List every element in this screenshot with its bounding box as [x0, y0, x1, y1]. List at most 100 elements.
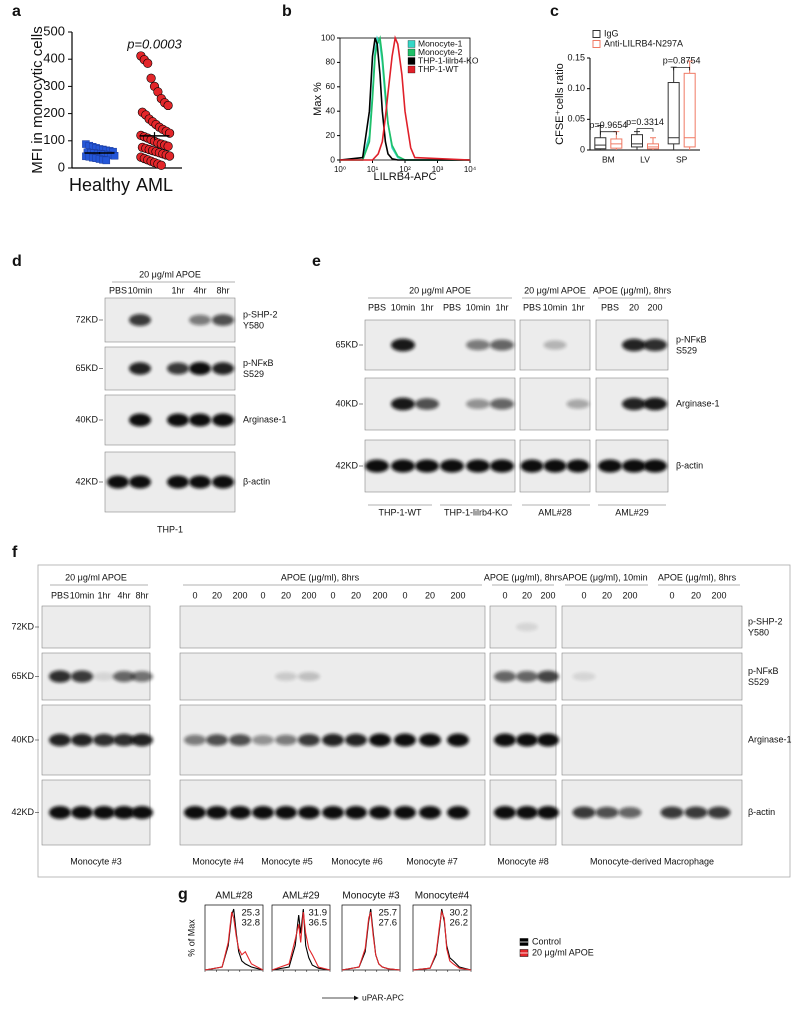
protein-label: β-actin: [676, 460, 703, 470]
stat-label: 31.9: [309, 908, 328, 919]
band: [107, 475, 129, 489]
band: [129, 314, 151, 326]
band: [229, 806, 251, 819]
lane-label: 0: [669, 590, 674, 600]
band: [466, 339, 490, 351]
protein-label: β-actin: [748, 807, 775, 817]
band: [167, 362, 189, 375]
blot-strip: [561, 704, 743, 776]
lane-label: 200: [622, 590, 637, 600]
panel-label: e: [312, 253, 321, 270]
lane-label: 10min: [70, 590, 95, 600]
y-axis-label: Max %: [312, 82, 324, 116]
band: [184, 806, 206, 819]
band: [212, 362, 234, 375]
protein-label: p-NFκB: [243, 358, 274, 368]
band: [189, 413, 211, 427]
data-point: [163, 100, 173, 111]
band: [572, 672, 596, 681]
lane-label: 0: [260, 590, 265, 600]
band: [113, 671, 135, 682]
group-header: APOE (μg/ml), 8hrs: [484, 572, 563, 582]
sample-label: THP-1-lilrb4-KO: [444, 507, 508, 517]
lane-label: 1hr: [97, 590, 110, 600]
band: [298, 806, 320, 819]
y-tick-label: 80: [326, 57, 336, 67]
lane-label: 20: [351, 590, 361, 600]
band: [516, 622, 538, 632]
legend-swatch: [407, 65, 416, 74]
band: [566, 459, 590, 473]
band: [49, 806, 71, 819]
band: [618, 807, 642, 818]
lane-label: 10min: [391, 302, 416, 312]
stat-label: 36.5: [309, 918, 328, 929]
y-axis-label: % of Max: [186, 919, 196, 957]
band: [494, 806, 516, 819]
y-tick-label: 100: [43, 132, 65, 147]
band: [369, 806, 391, 819]
box: [667, 82, 680, 145]
band: [394, 733, 416, 747]
series-line: [271, 911, 331, 971]
lane-label: 0: [502, 590, 507, 600]
band: [113, 733, 135, 747]
legend-label: Anti-LILRB4-N297A: [604, 38, 683, 48]
protein-label: Arginase-1: [748, 734, 792, 744]
plot-frame: [412, 904, 472, 971]
y-tick-label: 100: [321, 32, 335, 42]
sample-label: Monocyte #6: [331, 856, 383, 866]
band: [275, 672, 297, 681]
sample-label: Monocyte #7: [406, 856, 458, 866]
legend-swatch: [407, 40, 416, 48]
sample-label: Monocyte #8: [497, 856, 549, 866]
y-tick-label: 0.15: [567, 52, 585, 62]
x-tick-label: AML: [136, 175, 173, 195]
panel-frame: [37, 564, 791, 878]
sample-label: Monocyte #5: [261, 856, 313, 866]
band: [598, 459, 622, 473]
protein-label: p-NFκB: [676, 334, 707, 344]
band: [49, 733, 71, 747]
legend-label: Control: [532, 936, 561, 946]
band: [189, 362, 211, 375]
protein-label: S529: [748, 677, 769, 687]
band: [131, 733, 153, 747]
protein-label: S529: [243, 369, 264, 379]
mw-marker: 40KD: [335, 398, 358, 408]
sample-label: Monocyte-derived Macrophage: [590, 856, 714, 866]
band: [643, 397, 667, 411]
mw-marker: 65KD: [75, 363, 98, 373]
protein-label: S529: [676, 345, 697, 355]
data-point: [143, 58, 153, 68]
band: [365, 459, 389, 473]
lane-label: PBS: [51, 590, 69, 600]
lane-label: 200: [232, 590, 247, 600]
x-tick-label: 10²: [399, 165, 411, 174]
band: [622, 397, 646, 411]
legend-swatch: [407, 57, 416, 65]
y-tick-label: 200: [43, 105, 65, 120]
box: [683, 72, 696, 148]
x-tick-label: 10¹: [367, 165, 379, 174]
lane-label: 4hr: [117, 590, 130, 600]
protein-label: p-SHP-2: [243, 309, 278, 319]
band: [516, 671, 538, 682]
y-tick-label: 500: [43, 23, 65, 38]
band: [129, 362, 151, 375]
box: [647, 143, 659, 150]
blot-strip: [41, 605, 151, 649]
sample-label: Monocyte #4: [192, 856, 244, 866]
mw-marker: 42KD: [11, 807, 34, 817]
band: [494, 733, 516, 747]
y-tick-label: 40: [326, 105, 336, 115]
band: [415, 398, 439, 410]
y-tick-label: 0: [580, 144, 585, 154]
mw-marker: 42KD: [335, 460, 358, 470]
legend-label: 20 μg/ml APOE: [532, 947, 594, 957]
mw-marker: 65KD: [335, 339, 358, 349]
band: [71, 670, 93, 683]
band: [345, 733, 367, 747]
legend-label: THP-1-WT: [418, 64, 459, 74]
